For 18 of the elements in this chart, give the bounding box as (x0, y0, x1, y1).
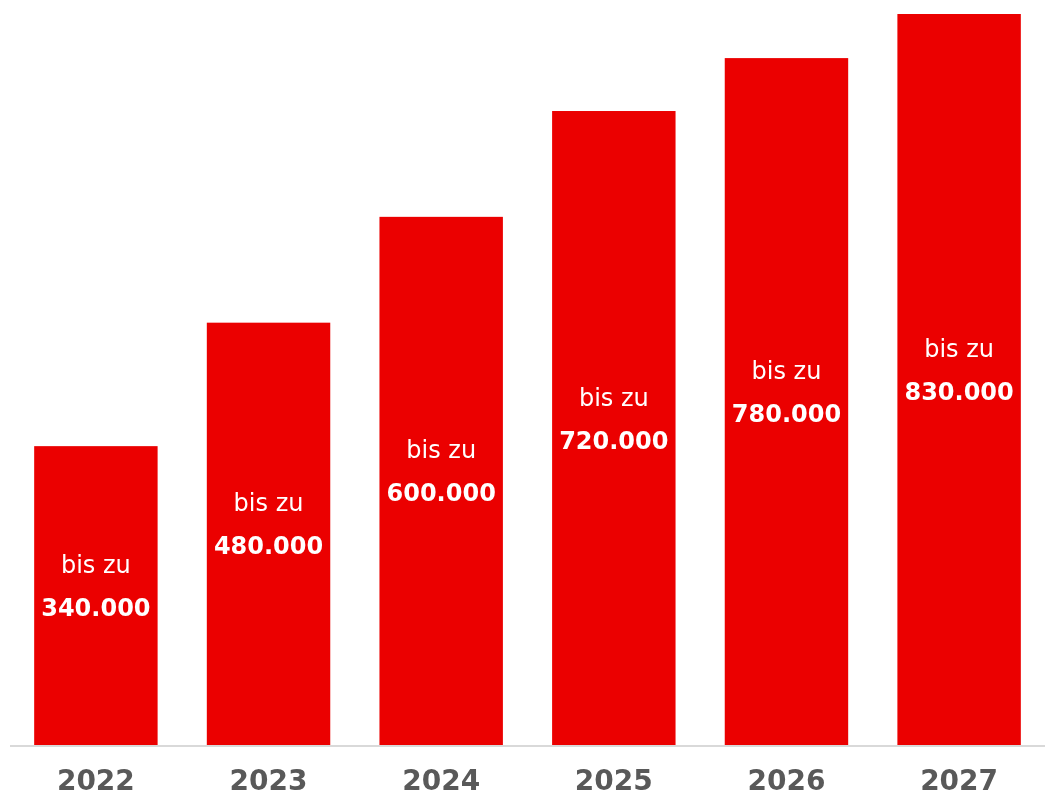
bar (34, 446, 158, 746)
bar (206, 322, 331, 746)
x-tick-label: 2023 (229, 764, 308, 797)
data-label: bis zu 340.000 (41, 551, 151, 623)
bar (379, 216, 503, 746)
data-label: bis zu 480.000 (213, 489, 324, 561)
data-label: bis zu 830.000 (904, 335, 1014, 406)
data-label: bis zu 600.000 (386, 436, 496, 508)
x-tick-label: 2027 (920, 764, 999, 797)
data-label: bis zu 720.000 (559, 383, 669, 455)
bar (897, 14, 1021, 746)
data-label: bis zu 780.000 (731, 357, 842, 429)
bar (552, 111, 676, 746)
x-tick-label: 2022 (56, 764, 135, 797)
x-tick-label: 2024 (402, 764, 481, 797)
x-tick-label: 2026 (747, 764, 826, 797)
x-tick-label: 2025 (574, 764, 653, 797)
bar (724, 58, 849, 746)
